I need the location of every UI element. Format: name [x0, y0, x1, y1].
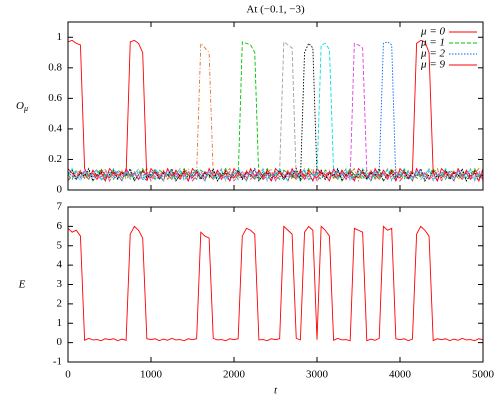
- series-line: [68, 42, 483, 182]
- y-tick-label: 6: [57, 220, 63, 232]
- y-tick-label: 5: [57, 239, 63, 251]
- y-axis-label: Oμ: [16, 100, 28, 113]
- y-tick-label: 1: [57, 317, 63, 329]
- y-tick-label: 4: [57, 259, 63, 271]
- legend-label: μ = 2: [420, 48, 445, 60]
- y-tick-label: 0: [57, 184, 63, 196]
- x-tick-label: 2000: [223, 369, 246, 381]
- legend-label: μ = 9: [420, 59, 445, 71]
- y-tick-label: 3: [57, 278, 63, 290]
- x-tick-label: 4000: [389, 369, 412, 381]
- y-tick-label: 0.2: [48, 153, 62, 165]
- y-tick-label: 0.6: [48, 92, 62, 104]
- y-axis-label-main: O: [16, 100, 24, 112]
- plot-area: [68, 39, 483, 183]
- legend-label: μ = 0: [420, 26, 445, 38]
- y-axis-label-main: E: [18, 278, 26, 290]
- plot-area: [68, 225, 483, 342]
- y-tick-label: 0: [57, 336, 63, 348]
- x-tick-label: 5000: [472, 369, 495, 381]
- y-axis-label: E: [18, 278, 26, 290]
- legend-label: μ = 1: [420, 37, 445, 49]
- series-line: [68, 225, 483, 342]
- x-tick-label: 3000: [306, 369, 329, 381]
- y-axis-label-subscript: μ: [23, 104, 28, 113]
- plot-frame: [67, 206, 484, 363]
- chart-title: At (−0.1, −3): [246, 4, 305, 16]
- y-tick-label: 0.4: [48, 122, 62, 134]
- x-tick-label: 1000: [140, 369, 163, 381]
- y-tick-label: 2: [57, 297, 63, 309]
- y-tick-label: 7: [57, 201, 63, 213]
- y-tick-label: -1: [53, 356, 62, 368]
- y-tick-label: 1: [57, 31, 63, 43]
- series-line: [68, 42, 483, 182]
- plot-frame: [67, 21, 484, 191]
- series-line: [68, 41, 483, 182]
- y-tick-label: 0.8: [48, 61, 62, 73]
- x-axis-label: t: [274, 385, 278, 397]
- series-line: [68, 39, 483, 182]
- x-tick-label: 0: [65, 369, 71, 381]
